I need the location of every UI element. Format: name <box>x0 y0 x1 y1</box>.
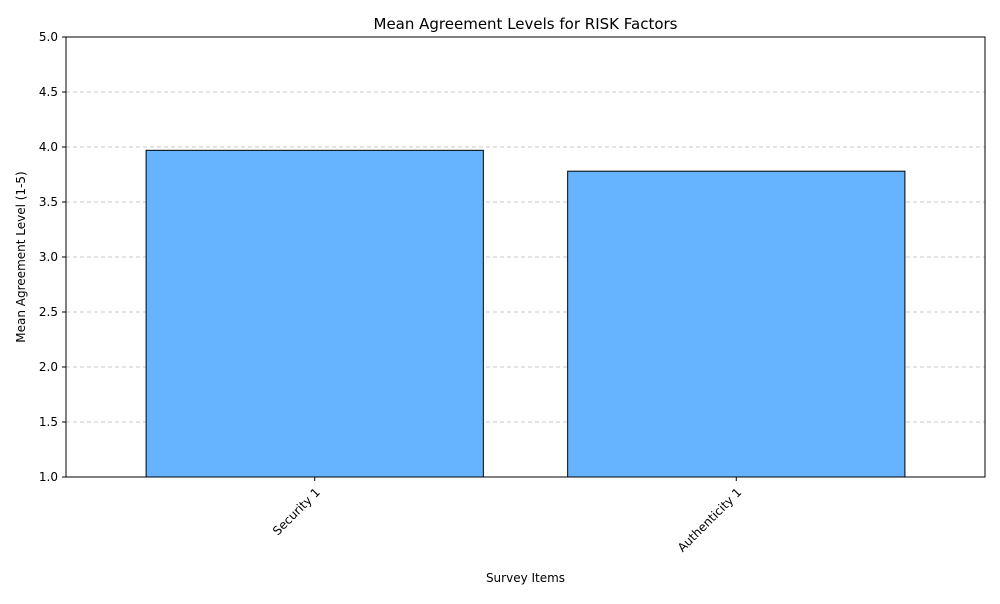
y-tick-label: 2.5 <box>39 305 58 319</box>
bar <box>567 170 906 478</box>
y-tick-label: 1.0 <box>39 470 58 484</box>
y-tick-label: 5.0 <box>39 30 58 44</box>
chart-title: Mean Agreement Levels for RISK Factors <box>374 15 678 33</box>
y-tick-label: 3.0 <box>39 250 58 264</box>
bars <box>145 149 906 478</box>
x-axis-ticks: Security 1 Authenticity 1 <box>270 477 744 555</box>
y-tick-label: 4.0 <box>39 140 58 154</box>
x-axis-label: Survey Items <box>486 571 565 585</box>
y-axis-label: Mean Agreement Level (1-5) <box>14 171 28 342</box>
y-tick-label: 4.5 <box>39 85 58 99</box>
y-axis-ticks: 1.0 1.5 2.0 2.5 3.0 3.5 4.0 4.5 5.0 <box>39 30 66 484</box>
x-tick-label: Security 1 <box>270 485 323 538</box>
y-tick-label: 2.0 <box>39 360 58 374</box>
y-tick-label: 3.5 <box>39 195 58 209</box>
x-tick-label: Authenticity 1 <box>675 485 745 555</box>
y-tick-label: 1.5 <box>39 415 58 429</box>
bar <box>145 149 484 478</box>
